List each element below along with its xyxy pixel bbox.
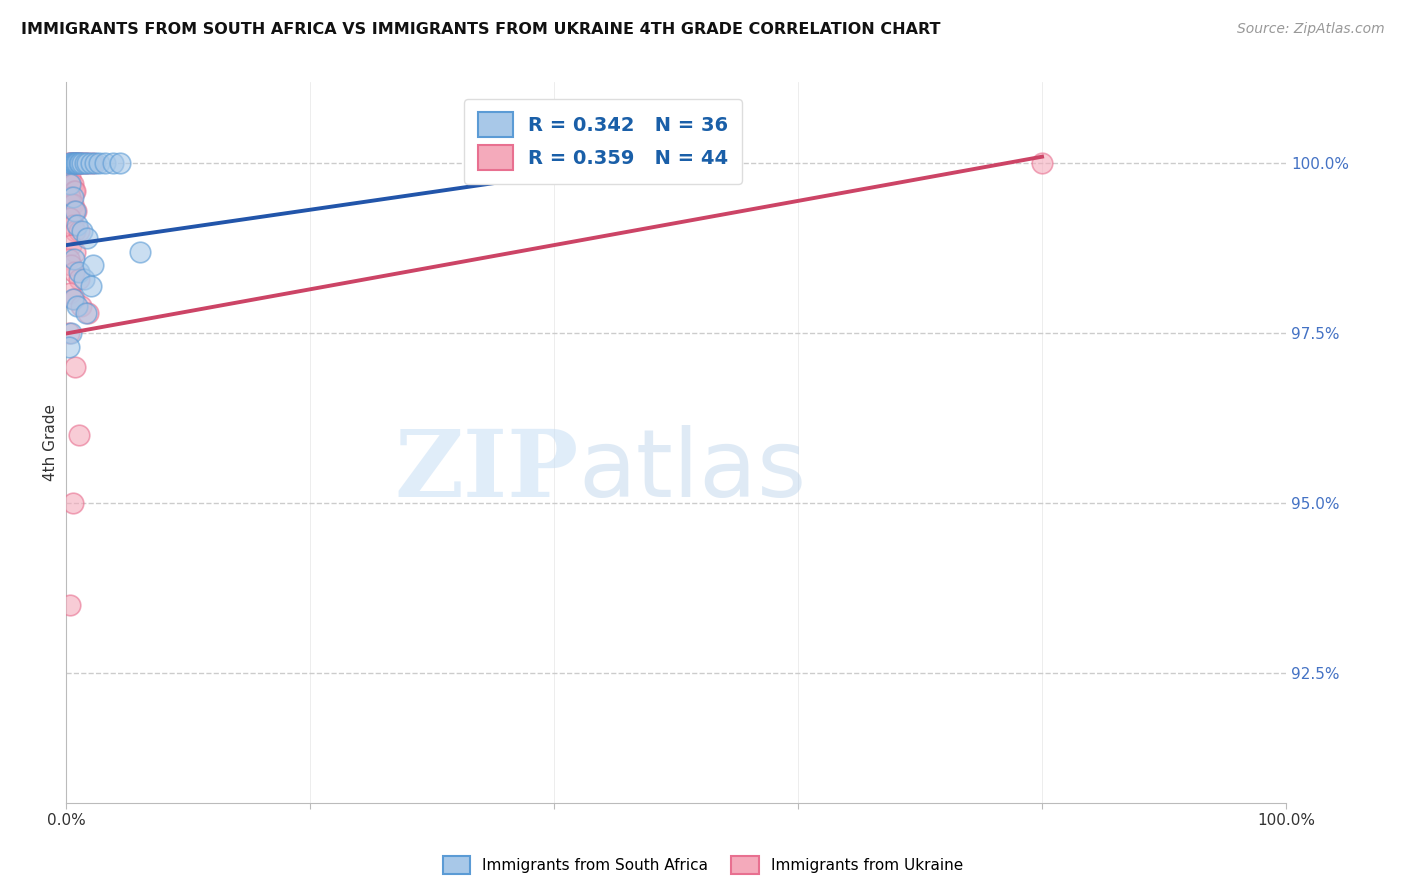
Point xyxy=(67,428,90,442)
Point xyxy=(76,231,98,245)
Point xyxy=(76,156,98,170)
Point xyxy=(101,156,124,170)
Point xyxy=(72,156,94,170)
Point xyxy=(63,204,86,219)
Point xyxy=(59,156,82,170)
Point xyxy=(60,326,83,341)
Point xyxy=(62,177,84,191)
Point xyxy=(62,293,84,307)
Point xyxy=(77,156,100,170)
Point xyxy=(82,156,104,170)
Point xyxy=(80,278,103,293)
Point xyxy=(60,177,83,191)
Point xyxy=(67,156,90,170)
Legend: Immigrants from South Africa, Immigrants from Ukraine: Immigrants from South Africa, Immigrants… xyxy=(437,850,969,880)
Point xyxy=(66,156,89,170)
Point xyxy=(58,252,80,266)
Point xyxy=(63,184,86,198)
Point xyxy=(1031,156,1053,170)
Point xyxy=(65,204,87,219)
Point xyxy=(62,197,84,211)
Point xyxy=(73,156,96,170)
Point xyxy=(482,156,505,170)
Point xyxy=(62,184,84,198)
Point xyxy=(75,306,97,320)
Point xyxy=(58,156,80,170)
Point xyxy=(59,156,82,170)
Point xyxy=(62,190,84,204)
Point xyxy=(66,156,89,170)
Point xyxy=(58,326,80,341)
Point xyxy=(80,156,103,170)
Point xyxy=(60,156,83,170)
Point xyxy=(65,156,87,170)
Point xyxy=(59,170,82,185)
Point xyxy=(73,156,96,170)
Point xyxy=(108,156,131,170)
Point xyxy=(89,156,111,170)
Point xyxy=(59,190,82,204)
Point xyxy=(59,177,82,191)
Point xyxy=(63,156,86,170)
Point xyxy=(77,306,100,320)
Point xyxy=(67,265,90,279)
Point xyxy=(62,156,84,170)
Point xyxy=(62,218,84,232)
Y-axis label: 4th Grade: 4th Grade xyxy=(44,404,58,481)
Point xyxy=(62,293,84,307)
Point xyxy=(59,211,82,225)
Point xyxy=(59,599,82,613)
Point xyxy=(58,340,80,354)
Point xyxy=(60,197,83,211)
Point xyxy=(59,285,82,300)
Point xyxy=(70,299,93,313)
Point xyxy=(65,156,87,170)
Point xyxy=(69,156,91,170)
Point xyxy=(66,218,89,232)
Point xyxy=(63,360,86,375)
Point xyxy=(62,265,84,279)
Point xyxy=(62,156,84,170)
Point xyxy=(62,204,84,219)
Text: Source: ZipAtlas.com: Source: ZipAtlas.com xyxy=(1237,22,1385,37)
Point xyxy=(62,156,84,170)
Text: atlas: atlas xyxy=(579,425,807,517)
Point xyxy=(72,156,94,170)
Point xyxy=(63,224,86,238)
Point xyxy=(60,156,83,170)
Text: ZIP: ZIP xyxy=(395,426,579,516)
Point xyxy=(83,156,105,170)
Point xyxy=(62,496,84,510)
Point xyxy=(69,156,91,170)
Point xyxy=(82,259,104,273)
Point xyxy=(72,272,94,286)
Point xyxy=(62,252,84,266)
Text: IMMIGRANTS FROM SOUTH AFRICA VS IMMIGRANTS FROM UKRAINE 4TH GRADE CORRELATION CH: IMMIGRANTS FROM SOUTH AFRICA VS IMMIGRAN… xyxy=(21,22,941,37)
Point xyxy=(63,156,86,170)
Point xyxy=(128,244,150,259)
Legend: R = 0.342   N = 36, R = 0.359   N = 44: R = 0.342 N = 36, R = 0.359 N = 44 xyxy=(464,99,742,184)
Point xyxy=(60,259,83,273)
Point xyxy=(67,224,90,238)
Point xyxy=(72,224,94,238)
Point xyxy=(62,156,84,170)
Point xyxy=(67,272,90,286)
Point xyxy=(60,238,83,252)
Point xyxy=(63,244,86,259)
Point xyxy=(67,156,90,170)
Point xyxy=(94,156,117,170)
Point xyxy=(66,299,89,313)
